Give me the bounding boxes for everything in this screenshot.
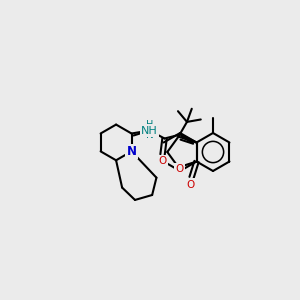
Text: N: N <box>146 130 153 140</box>
Text: NH: NH <box>141 125 158 136</box>
Text: O: O <box>176 164 184 174</box>
Text: H: H <box>146 119 153 130</box>
Text: N: N <box>127 145 136 158</box>
Text: O: O <box>186 179 195 190</box>
Text: O: O <box>158 157 167 166</box>
Text: O: O <box>176 166 184 176</box>
